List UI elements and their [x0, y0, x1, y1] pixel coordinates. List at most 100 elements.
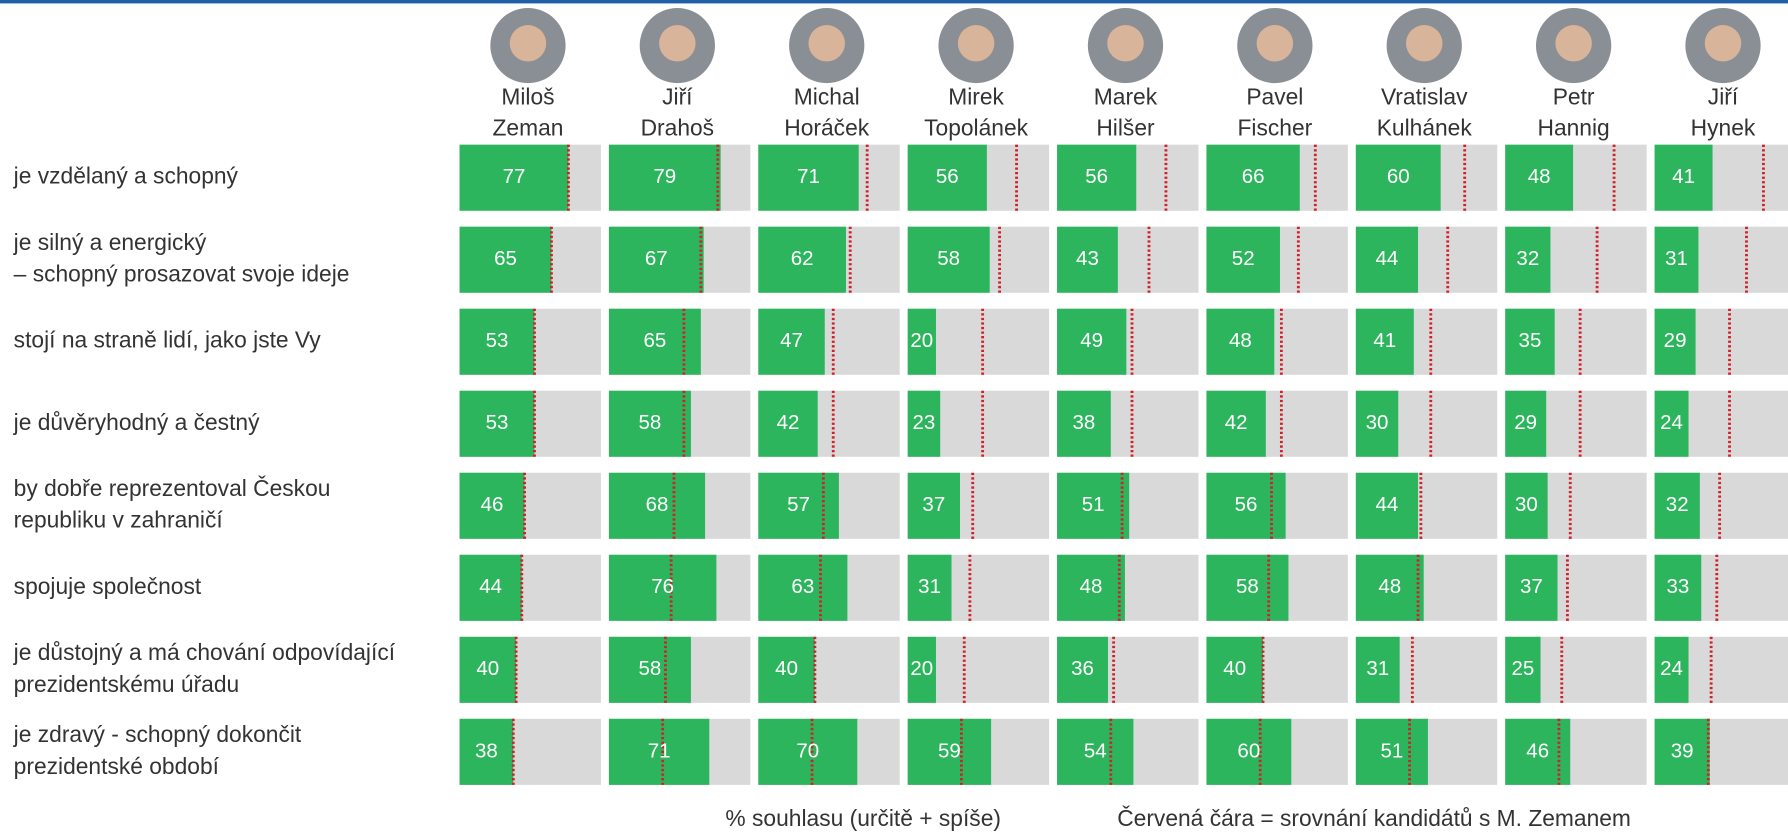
value-label: 44 [479, 575, 502, 598]
row-label: by dobře reprezentoval Českourepubliku v… [14, 475, 331, 533]
photo-face [1705, 25, 1741, 61]
photo-face [808, 25, 844, 61]
value-label: 29 [1664, 329, 1687, 352]
value-label: 42 [777, 411, 800, 434]
value-label: 31 [918, 575, 941, 598]
value-label: 24 [1660, 657, 1683, 680]
photo-face [1257, 25, 1293, 61]
value-label: 42 [1225, 411, 1248, 434]
candidate-name: PetrHannig [1538, 84, 1610, 141]
value-label: 39 [1671, 739, 1694, 762]
row-label: spojuje společnost [14, 573, 202, 599]
value-label: 36 [1071, 657, 1094, 680]
value-label: 44 [1376, 247, 1399, 270]
value-label: 40 [1223, 657, 1246, 680]
value-label: 52 [1232, 247, 1255, 270]
value-label: 76 [651, 575, 674, 598]
value-label: 30 [1366, 411, 1389, 434]
value-label: 70 [796, 739, 819, 762]
value-label: 41 [1373, 329, 1396, 352]
value-label: 47 [780, 329, 803, 352]
value-label: 48 [1378, 575, 1401, 598]
candidate-name: MilošZeman [492, 84, 563, 141]
value-label: 25 [1511, 657, 1534, 680]
value-label: 40 [775, 657, 798, 680]
value-label: 56 [936, 165, 959, 188]
value-label: 44 [1376, 493, 1399, 516]
chart: % souhlasu (určitě + spíše) Červená čára… [0, 0, 1788, 835]
value-label: 23 [913, 411, 936, 434]
value-label: 43 [1076, 247, 1099, 270]
photo-face [1406, 25, 1442, 61]
value-label: 20 [910, 657, 933, 680]
value-label: 48 [1080, 575, 1103, 598]
value-label: 38 [475, 739, 498, 762]
photo-face [1107, 25, 1143, 61]
value-label: 54 [1084, 739, 1107, 762]
value-label: 51 [1082, 493, 1105, 516]
value-label: 48 [1229, 329, 1252, 352]
row-label: stojí na straně lidí, jako jste Vy [14, 327, 322, 353]
row-label: je silný a energický– schopný prosazovat… [13, 229, 350, 287]
value-label: 67 [645, 247, 668, 270]
value-label: 37 [922, 493, 945, 516]
value-label: 38 [1073, 411, 1096, 434]
value-label: 66 [1242, 165, 1265, 188]
value-label: 40 [476, 657, 499, 680]
value-label: 62 [791, 247, 814, 270]
value-label: 65 [494, 247, 517, 270]
row-label: je důvěryhodný a čestný [13, 409, 260, 435]
candidate-name: MirekTopolánek [924, 84, 1029, 141]
value-label: 60 [1237, 739, 1260, 762]
value-label: 65 [643, 329, 666, 352]
value-label: 71 [648, 739, 671, 762]
candidate-name: MichalHoráček [784, 84, 869, 141]
x-axis-label: % souhlasu (určitě + spíše) [725, 805, 1001, 831]
value-label: 35 [1519, 329, 1542, 352]
value-label: 79 [653, 165, 676, 188]
photo-face [659, 25, 695, 61]
top-border [0, 0, 1788, 3]
value-label: 32 [1666, 493, 1689, 516]
value-label: 58 [639, 411, 662, 434]
page: % souhlasu (určitě + spíše) Červená čára… [0, 0, 1788, 835]
value-label: 33 [1667, 575, 1690, 598]
value-label: 24 [1660, 411, 1683, 434]
photo-face [958, 25, 994, 61]
value-label: 63 [791, 575, 814, 598]
value-label: 37 [1520, 575, 1543, 598]
value-label: 53 [486, 329, 509, 352]
value-label: 59 [938, 739, 961, 762]
value-label: 71 [797, 165, 820, 188]
value-label: 56 [1235, 493, 1258, 516]
value-label: 58 [937, 247, 960, 270]
value-label: 30 [1515, 493, 1538, 516]
value-label: 20 [910, 329, 933, 352]
photo-face [1555, 25, 1591, 61]
value-label: 58 [1236, 575, 1259, 598]
value-label: 48 [1528, 165, 1551, 188]
value-label: 56 [1085, 165, 1108, 188]
value-label: 49 [1080, 329, 1103, 352]
value-label: 53 [486, 411, 509, 434]
value-label: 31 [1366, 657, 1389, 680]
photo-face [510, 25, 546, 61]
value-label: 32 [1516, 247, 1539, 270]
value-label: 51 [1380, 739, 1403, 762]
row-label: je vzdělaný a schopný [13, 163, 239, 189]
value-label: 58 [639, 657, 662, 680]
value-label: 31 [1665, 247, 1688, 270]
value-label: 68 [646, 493, 669, 516]
value-label: 29 [1514, 411, 1537, 434]
value-label: 46 [481, 493, 504, 516]
value-label: 77 [503, 165, 526, 188]
value-label: 57 [787, 493, 810, 516]
annotation: Červená čára = srovnání kandidátů s M. Z… [1117, 805, 1631, 831]
value-label: 46 [1526, 739, 1549, 762]
